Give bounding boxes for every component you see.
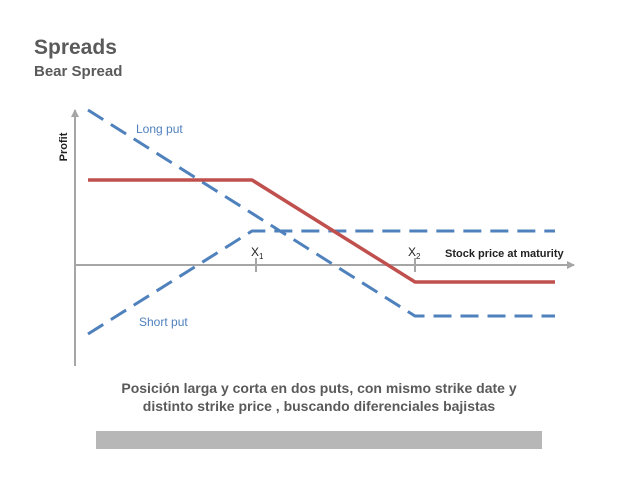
bear-spread-line (88, 178, 555, 284)
short-put-line (87, 229, 555, 336)
short-put-label: Short put (139, 315, 188, 329)
strike-1-label: X1 (251, 245, 264, 261)
long-put-label: Long put (136, 122, 183, 136)
slide-subtitle: Bear Spread (34, 63, 123, 80)
caption: Posición larga y corta en dos puts, con … (96, 379, 542, 415)
footer-bar (96, 431, 542, 449)
strike-2-label: X2 (408, 245, 421, 261)
slide-title: Spreads (34, 36, 117, 59)
long-put-line (87, 108, 555, 318)
y-axis-label: Profit (58, 132, 70, 161)
caption-line-1: Posición larga y corta en dos puts, con … (121, 380, 517, 396)
caption-line-2: distinto strike price , buscando diferen… (142, 398, 496, 414)
x-axis-label: Stock price at maturity (445, 248, 564, 260)
